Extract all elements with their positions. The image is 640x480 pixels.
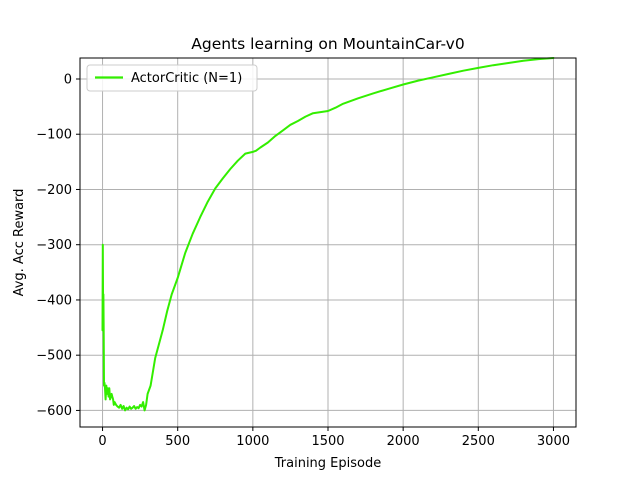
x-tick-label: 1000 (236, 434, 269, 449)
x-tick-label: 2000 (387, 434, 420, 449)
x-tick-label: 0 (98, 434, 106, 449)
x-axis-label: Training Episode (274, 456, 381, 471)
y-tick-label: −100 (36, 128, 72, 143)
x-tick-label: 3000 (537, 434, 570, 449)
grid-layer (80, 58, 576, 427)
legend-label: ActorCritic (N=1) (131, 71, 242, 86)
series-line (101, 57, 555, 412)
y-tick-label: 0 (64, 72, 72, 87)
legend: ActorCritic (N=1) (86, 64, 258, 92)
y-tick-label: −500 (36, 349, 72, 364)
x-tick-label: 2500 (462, 434, 495, 449)
x-tick-label: 500 (165, 434, 190, 449)
legend-box (86, 64, 258, 92)
x-tick-label: 1500 (311, 434, 344, 449)
y-tick-label: −300 (36, 238, 72, 253)
y-tick-label: −600 (36, 404, 72, 419)
y-tick-label: −400 (36, 293, 72, 308)
y-tick-label: −200 (36, 183, 72, 198)
y-axis-label: Avg. Acc Reward (12, 189, 27, 297)
series-layer (101, 57, 555, 412)
chart-title: Agents learning on MountainCar-v0 (191, 35, 464, 53)
tick-layer: 0 500 1000 1500 2000 2500 3000 −600 −500 −400 −300… (36, 72, 570, 449)
